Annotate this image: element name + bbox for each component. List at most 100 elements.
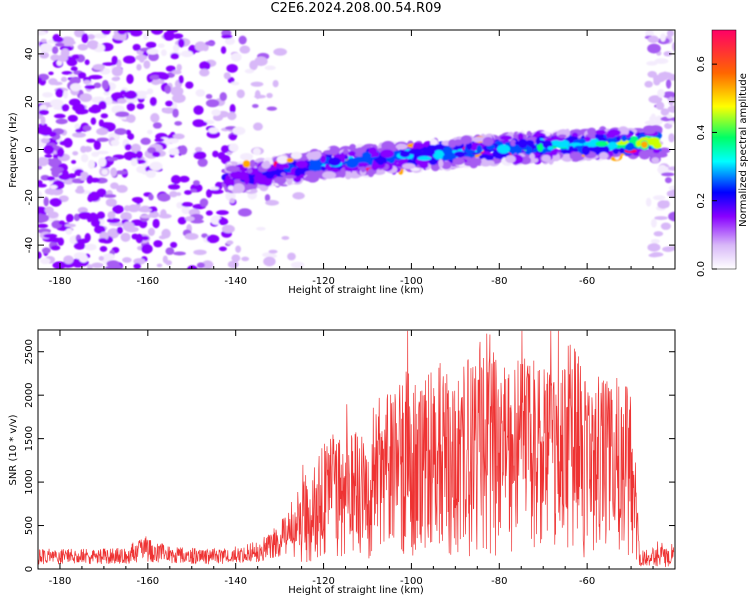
heatmap-cell (50, 166, 64, 173)
heatmap-cell (112, 204, 124, 214)
heatmap-cell (664, 122, 673, 130)
heatmap-cell (90, 218, 101, 227)
heatmap-cell (38, 30, 47, 36)
heatmap-cell (177, 38, 185, 48)
heatmap-cell (176, 63, 182, 71)
heatmap-cell (227, 77, 235, 84)
heatmap-cell (167, 138, 179, 144)
heatmap-cell (194, 146, 203, 153)
heatmap-cell (660, 222, 671, 230)
heatmap-cell (644, 80, 653, 88)
heatmap-cell (43, 196, 49, 207)
top-x-axis-label: Height of straight line (km) (288, 285, 424, 296)
heatmap-cell (38, 109, 49, 116)
heatmap-cell (646, 61, 658, 66)
heatmap-cell (619, 147, 625, 154)
heatmap-cell (306, 152, 313, 160)
snr-y-tick-label: 1500 (24, 426, 35, 451)
heatmap-cell (127, 204, 140, 213)
heatmap-cell (41, 247, 51, 254)
heatmap-cell (90, 117, 97, 125)
heatmap-cell (96, 211, 105, 220)
heatmap-cell (448, 139, 457, 148)
heatmap-cell (340, 168, 346, 178)
heatmap-cell (599, 151, 609, 160)
heatmap-cell (670, 189, 675, 197)
colorbar: 0.0 0.2 0.4 0.6 Normalized spectral amplitu… (696, 29, 749, 277)
heatmap-cell (208, 127, 219, 134)
heatmap-cell (38, 223, 49, 229)
heatmap-cell (230, 81, 240, 86)
heatmap-cell (226, 63, 238, 73)
heatmap-cell (654, 216, 668, 221)
heatmap-cell (360, 166, 366, 173)
heatmap-cell (199, 198, 209, 207)
heatmap-cell (173, 251, 186, 256)
heatmap-cell (125, 226, 139, 233)
heatmap-cell (73, 242, 86, 250)
heatmap-cell (587, 127, 597, 136)
heatmap-cell (171, 174, 181, 185)
heatmap-cell (170, 241, 178, 249)
heatmap-cell (77, 206, 88, 214)
heatmap-cell (38, 180, 43, 185)
heatmap-cell (264, 194, 271, 202)
heatmap-cell (665, 246, 675, 251)
heatmap-cell (413, 144, 425, 149)
heatmap-cell (55, 42, 65, 47)
heatmap-cell (541, 154, 551, 163)
heatmap-cell (668, 133, 675, 143)
heatmap-cell (263, 178, 273, 187)
heatmap-cell (111, 55, 118, 65)
heatmap-cell (172, 33, 184, 39)
heatmap-cell (158, 72, 170, 80)
heatmap-cell (642, 125, 657, 135)
heatmap-cell (116, 59, 122, 69)
heatmap-cell (135, 54, 148, 61)
heatmap-cell (226, 240, 234, 245)
heatmap-cell (256, 176, 266, 185)
heatmap-cell (72, 132, 86, 138)
heatmap-cell (442, 154, 457, 160)
heatmap-cell (206, 234, 220, 244)
heatmap-cell (141, 244, 153, 254)
heatmap-cell (654, 152, 668, 158)
heatmap-cell (81, 33, 89, 44)
heatmap-cell (165, 65, 176, 72)
heatmap-cell (433, 149, 445, 160)
heatmap-cell (42, 92, 53, 98)
heatmap-cell (146, 129, 153, 135)
heatmap-cell (399, 150, 411, 158)
heatmap-cell (100, 113, 109, 119)
heatmap-cell (194, 41, 207, 52)
heatmap-cell (429, 157, 438, 166)
heatmap-cell (38, 206, 47, 212)
heatmap-cell (87, 34, 95, 40)
heatmap-cell (70, 66, 78, 72)
heatmap-cell (68, 98, 81, 107)
heatmap-cell (373, 151, 380, 157)
heatmap-cell (254, 94, 266, 99)
heatmap-cell (221, 224, 235, 234)
heatmap-cell (292, 192, 305, 200)
heatmap-cell (484, 154, 494, 161)
heatmap-cell (124, 90, 138, 100)
heatmap-cell (120, 89, 127, 96)
heatmap-cell (230, 52, 242, 62)
heatmap-cell (217, 151, 226, 160)
heatmap-cell (294, 168, 302, 177)
heatmap-cell (460, 135, 473, 145)
heatmap-cell (227, 185, 234, 191)
heatmap-cell (133, 263, 141, 269)
heatmap-cell (160, 49, 167, 57)
heatmap-cell (342, 148, 349, 155)
heatmap-cell (290, 261, 305, 269)
heatmap-cell (143, 33, 149, 40)
heatmap-cell (40, 115, 46, 125)
heatmap-cell (80, 153, 89, 163)
heatmap-cell (227, 260, 239, 269)
heatmap-cell (104, 265, 118, 269)
heatmap-cell (116, 226, 123, 235)
heatmap-cell (57, 148, 65, 158)
heatmap-cell (88, 41, 98, 50)
